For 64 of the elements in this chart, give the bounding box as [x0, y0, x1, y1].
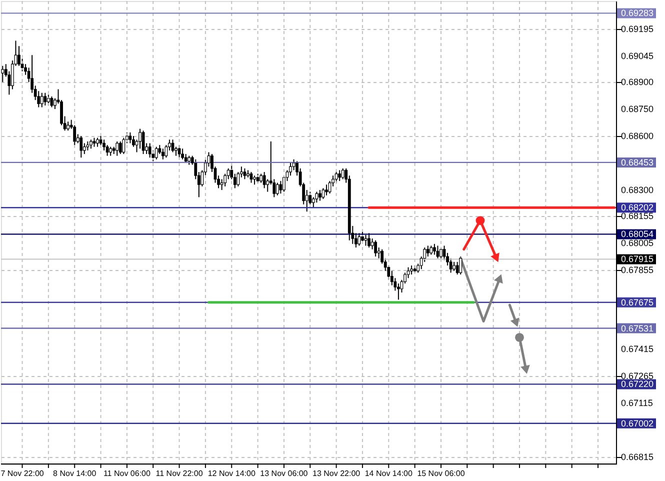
y-tick-label: 0.68300	[621, 184, 654, 195]
y-tick-label: 0.67415	[621, 344, 654, 354]
candlestick	[315, 191, 318, 204]
y-tick-label: 0.67115	[621, 398, 653, 408]
x-tick-label: 13 Nov 22:00	[312, 469, 361, 478]
candlestick	[325, 184, 328, 196]
candlestick	[322, 188, 325, 200]
x-tick-label: 8 Nov 14:00	[53, 469, 97, 478]
candlestick	[116, 140, 119, 156]
y-tick-label: 0.68750	[621, 104, 654, 114]
candlestick	[358, 232, 361, 246]
ref-line-label: 0.67531	[621, 323, 654, 334]
y-tick-label: 0.67265	[621, 371, 654, 382]
candlestick	[262, 171, 266, 189]
candlestick	[138, 128, 142, 150]
x-tick-label: 13 Nov 06:00	[260, 469, 308, 478]
y-tick-label: 0.68155	[621, 211, 654, 222]
ref-line-label: 0.68453	[621, 157, 654, 168]
candlestick	[364, 234, 368, 246]
candlestick	[44, 92, 47, 106]
candlestick	[50, 96, 54, 108]
candlestick	[118, 140, 122, 155]
candlestick	[374, 240, 378, 258]
x-tick-label: 12 Nov 14:00	[208, 469, 256, 478]
candlestick	[426, 245, 430, 258]
ref-line-label: 0.67220	[621, 379, 654, 390]
candlestick	[181, 148, 184, 160]
x-tick-label: 15 Nov 06:00	[417, 469, 466, 478]
y-tick-label: 0.66815	[621, 452, 654, 462]
x-tick-label: 11 Nov 22:00	[156, 469, 204, 478]
ref-line-label: 0.67915	[621, 254, 654, 264]
candlestick	[276, 182, 279, 196]
y-tick-label: 0.68005	[621, 238, 654, 248]
candlestick	[243, 168, 246, 180]
candlestick	[154, 146, 158, 160]
candlestick	[318, 189, 322, 202]
candlestick	[368, 232, 370, 248]
y-tick-label: 0.67855	[621, 264, 654, 275]
candlestick	[40, 92, 44, 108]
candlestick	[459, 256, 462, 275]
ref-line-label: 0.67002	[621, 418, 654, 428]
ref-line-label: 0.67675	[621, 297, 654, 308]
x-tick-label: 14 Nov 14:00	[364, 469, 413, 478]
y-tick-label: 0.69045	[621, 50, 654, 61]
y-tick-label: 0.68900	[621, 77, 654, 88]
x-tick-label: 11 Nov 06:00	[103, 469, 151, 478]
ref-line-label: 0.69283	[621, 8, 654, 18]
x-tick-label: 7 Nov 22:00	[0, 469, 44, 478]
candlestick	[279, 180, 282, 194]
candlestick	[148, 142, 152, 158]
ref-line-label: 0.68202	[621, 202, 654, 213]
candlestick	[338, 170, 342, 182]
candlestick	[436, 245, 440, 259]
candlestick	[456, 261, 459, 275]
candlestick	[161, 148, 164, 160]
candlestick	[432, 243, 436, 256]
candlestick	[341, 168, 344, 180]
y-tick-label: 0.68600	[621, 131, 654, 142]
ref-line-label: 0.68054	[621, 229, 654, 240]
candlestick	[370, 238, 374, 250]
candlestick	[128, 132, 132, 144]
candlestick	[80, 136, 83, 158]
candlestick	[142, 130, 145, 155]
y-tick-label: 0.69195	[621, 24, 654, 34]
